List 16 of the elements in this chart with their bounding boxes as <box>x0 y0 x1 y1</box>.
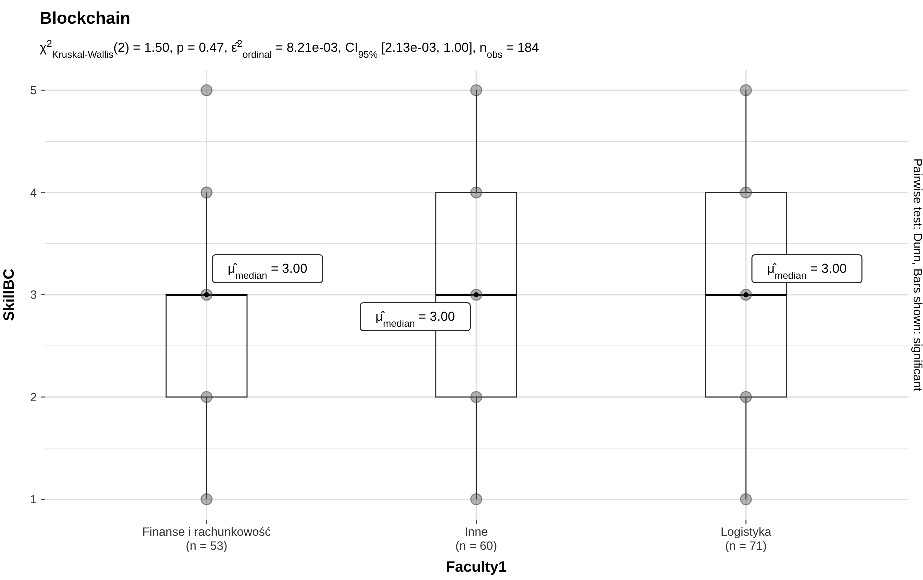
x-tick-label: Inne (n = 60) <box>456 525 498 553</box>
x-axis-title: Faculty1 <box>446 559 507 576</box>
y-tick-label: 4 <box>30 186 38 200</box>
chart-title: Blockchain <box>40 9 131 28</box>
y-tick-label: 1 <box>30 492 38 507</box>
y-axis-title: SkillBC <box>1 268 18 322</box>
y-tick-label: 5 <box>30 84 38 98</box>
text: χ$^{2}$$_{Kruskal-Wallis}$(2) = 1.50, p = 0.47, ε̂$^{2}$$_{ordinal}$ = 8.21e-03, CI$_{95%}$ [2.13e-03, 1.00], n$_{obs}$ = 184 <box>40 38 540 60</box>
annotation: μ̂$_{median}$ = 3.00 <box>767 261 847 282</box>
x-tick-label: Finanse i rachunkowość (n = 53) <box>142 525 272 553</box>
x-tick-label: Logistyka (n = 71) <box>720 525 772 553</box>
annotation: μ̂$_{median}$ = 3.00 <box>228 261 308 282</box>
text: Pairwise test: Dunn, Bars shown: significant <box>911 158 923 392</box>
y-tick-label: 3 <box>30 288 38 302</box>
annotation: μ̂$_{median}$ = 3.00 <box>376 309 456 330</box>
y-tick-label: 2 <box>30 390 38 404</box>
